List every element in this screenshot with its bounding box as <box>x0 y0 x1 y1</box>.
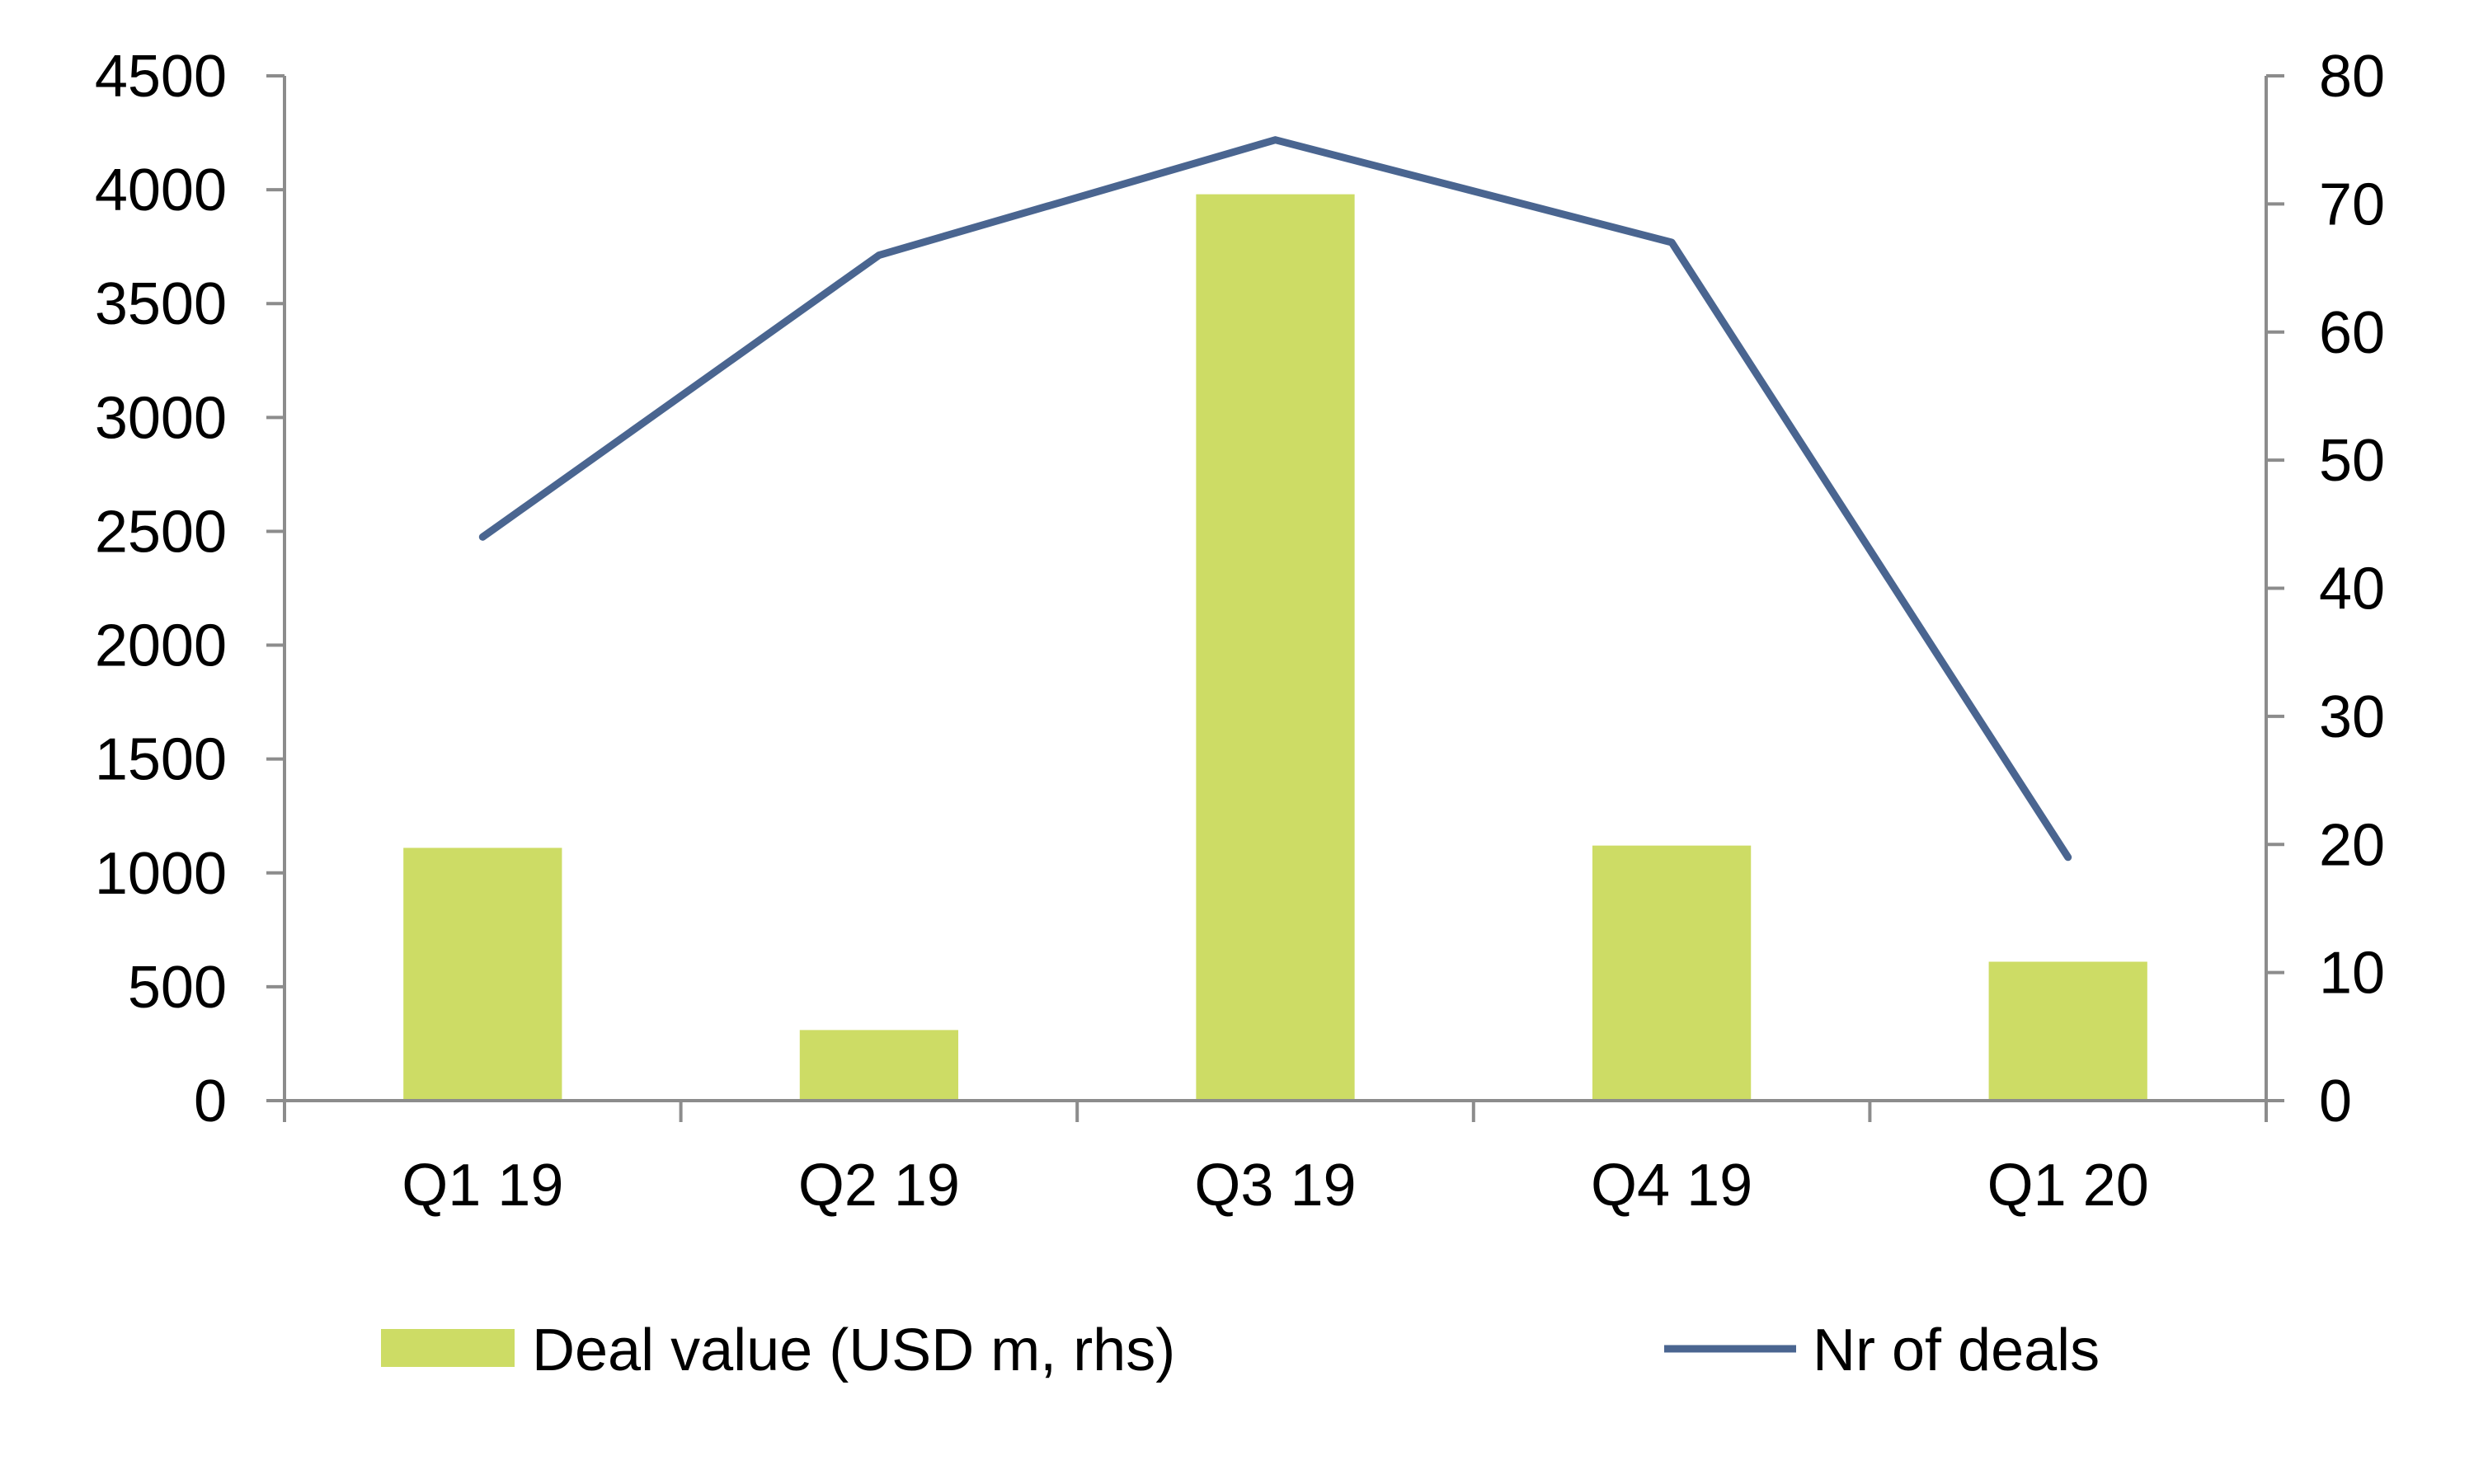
legend-label-nr-of-deals: Nr of deals <box>1813 1317 2100 1383</box>
legend-swatch-deal-value <box>381 1329 515 1367</box>
y-right-tick-label: 80 <box>2319 44 2385 110</box>
axes-layer: 0 500 1000 1500 2000 2500 3000 3500 4000 4500 0 10 2… <box>95 44 2385 1219</box>
bars-layer <box>403 194 2147 1101</box>
bar-q1-19 <box>403 848 562 1101</box>
y-left-tick-label: 500 <box>128 955 227 1021</box>
x-tick-label: Q1 20 <box>1987 1153 2149 1219</box>
x-tick-label: Q1 19 <box>402 1153 563 1219</box>
y-left-tick-label: 3000 <box>95 385 227 451</box>
y-left-tick-label: 2000 <box>95 613 227 679</box>
y-left-tick-label: 1000 <box>95 841 227 907</box>
y-right-tick-label: 70 <box>2319 171 2385 237</box>
line-layer <box>478 136 2072 862</box>
bar-q2-19 <box>799 1030 959 1101</box>
x-tick-label: Q4 19 <box>1591 1153 1752 1219</box>
y-right-tick-label: 30 <box>2319 684 2385 750</box>
y-left-tick-label: 4000 <box>95 157 227 223</box>
bar-q3-19 <box>1196 194 1355 1101</box>
bar-q4-19 <box>1592 845 1752 1101</box>
y-left-tick-label: 1500 <box>95 727 227 793</box>
legend-label-deal-value: Deal value (USD m, rhs) <box>532 1317 1175 1383</box>
x-tick-label: Q3 19 <box>1194 1153 1356 1219</box>
y-right-tick-label: 10 <box>2319 941 2385 1007</box>
y-right-tick-label: 60 <box>2319 300 2385 366</box>
y-right-tick-label: 0 <box>2319 1068 2352 1134</box>
y-left-tick-label: 0 <box>194 1068 227 1134</box>
y-left-tick-label: 3500 <box>95 271 227 337</box>
y-right-tick-label: 50 <box>2319 428 2385 494</box>
x-tick-label: Q2 19 <box>798 1153 960 1219</box>
bar-q1-20 <box>1988 961 2147 1101</box>
y-left-tick-label: 4500 <box>95 44 227 110</box>
y-right-tick-label: 20 <box>2319 812 2385 878</box>
y-right-tick-label: 40 <box>2319 556 2385 622</box>
y-left-tick-label: 2500 <box>95 499 227 565</box>
legend: Deal value (USD m, rhs) Nr of deals <box>381 1317 2100 1383</box>
